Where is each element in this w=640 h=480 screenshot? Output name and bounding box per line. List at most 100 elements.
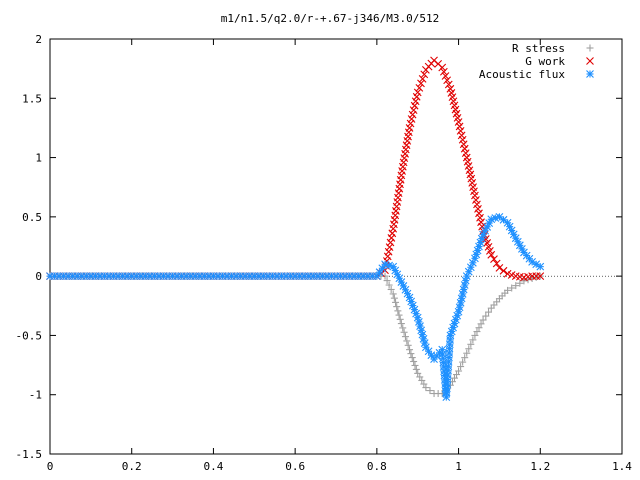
- data-point: [477, 218, 485, 227]
- data-point-stroke: [509, 230, 518, 239]
- data-point-stroke: [461, 276, 470, 285]
- data-point-stroke: [467, 174, 476, 183]
- data-point-stroke: [454, 307, 463, 316]
- y-tick-label: 1: [35, 152, 42, 165]
- data-point: [444, 80, 453, 89]
- y-tick-label: 0: [35, 270, 42, 283]
- data-point: [475, 209, 483, 218]
- data-point: [455, 303, 464, 312]
- data-point-stroke: [413, 88, 422, 97]
- y-tick-label: 2: [35, 33, 42, 46]
- data-point: [384, 247, 393, 256]
- data-point: [415, 83, 424, 92]
- data-point: [439, 67, 448, 76]
- data-point: [455, 122, 464, 131]
- data-point-stroke: [536, 272, 545, 281]
- data-point: [536, 272, 545, 281]
- data-point: [409, 106, 418, 115]
- data-point-stroke: [499, 266, 508, 275]
- data-point-stroke: [441, 72, 450, 80]
- data-point: [459, 140, 468, 149]
- data-point: [536, 262, 545, 271]
- data-point-stroke: [409, 106, 418, 115]
- data-point: [406, 119, 415, 128]
- data-point-stroke: [468, 178, 477, 187]
- data-point: [420, 380, 428, 388]
- data-point: [450, 374, 458, 382]
- legend-marker-stroke: [586, 57, 594, 65]
- x-tick-label: 0.2: [122, 460, 142, 473]
- data-point-stroke: [457, 294, 466, 303]
- data-point: [389, 290, 397, 298]
- data-point-stroke: [413, 313, 422, 322]
- data-point-stroke: [472, 196, 480, 204]
- data-point-stroke: [443, 76, 452, 85]
- data-point: [473, 200, 481, 209]
- data-point: [520, 277, 528, 285]
- data-point-stroke: [448, 93, 457, 101]
- data-point: [454, 118, 463, 126]
- data-point: [420, 70, 429, 79]
- data-point-stroke: [403, 289, 412, 298]
- data-point: [412, 365, 420, 373]
- data-point-stroke: [405, 124, 414, 132]
- data-point: [387, 234, 396, 242]
- data-point-stroke: [420, 70, 429, 79]
- data-point: [441, 72, 450, 80]
- data-point: [490, 255, 498, 264]
- data-point-stroke: [532, 260, 541, 269]
- data-point: [499, 215, 508, 224]
- data-point: [485, 308, 493, 316]
- data-point: [417, 79, 425, 88]
- data-point-stroke: [476, 213, 484, 222]
- data-point-stroke: [418, 330, 427, 339]
- data-point: [471, 331, 479, 339]
- x-tick-label: 0: [47, 460, 54, 473]
- data-point: [463, 349, 471, 357]
- data-point-stroke: [412, 92, 421, 101]
- data-point: [395, 311, 403, 319]
- data-point: [457, 363, 465, 371]
- data-point-stroke: [507, 226, 516, 235]
- data-point-stroke: [430, 56, 438, 65]
- data-point: [405, 124, 414, 132]
- data-point: [393, 303, 401, 311]
- y-tick-label: -1: [29, 389, 42, 402]
- data-point-stroke: [458, 135, 467, 144]
- data-point-stroke: [418, 74, 427, 83]
- legend-marker: [586, 44, 594, 52]
- data-point-stroke: [412, 309, 420, 318]
- data-point: [378, 264, 387, 273]
- data-point: [411, 361, 419, 369]
- data-point-stroke: [507, 271, 516, 279]
- data-point: [392, 298, 400, 306]
- data-point: [383, 277, 391, 285]
- y-tick-label: -0.5: [16, 329, 43, 342]
- data-point: [443, 76, 452, 85]
- data-point-stroke: [417, 79, 425, 88]
- data-point: [412, 92, 421, 101]
- data-point: [397, 320, 405, 328]
- legend-marker: [586, 57, 594, 65]
- data-point-stroke: [515, 241, 524, 250]
- plot-frame: [49, 38, 623, 455]
- data-point: [495, 212, 504, 221]
- data-point-stroke: [447, 89, 456, 97]
- data-point: [390, 294, 398, 302]
- data-point: [411, 97, 420, 106]
- data-point: [456, 127, 465, 135]
- data-point: [477, 320, 485, 328]
- data-point: [495, 263, 504, 272]
- data-point-stroke: [487, 250, 496, 259]
- data-point: [472, 196, 480, 204]
- data-point-stroke: [456, 127, 465, 135]
- legend-label: Acoustic flux: [479, 68, 565, 81]
- data-point: [475, 324, 483, 332]
- data-point: [412, 309, 420, 318]
- data-point-stroke: [454, 118, 463, 126]
- data-point: [466, 263, 475, 272]
- data-point-stroke: [397, 278, 406, 286]
- data-point-stroke: [515, 272, 524, 281]
